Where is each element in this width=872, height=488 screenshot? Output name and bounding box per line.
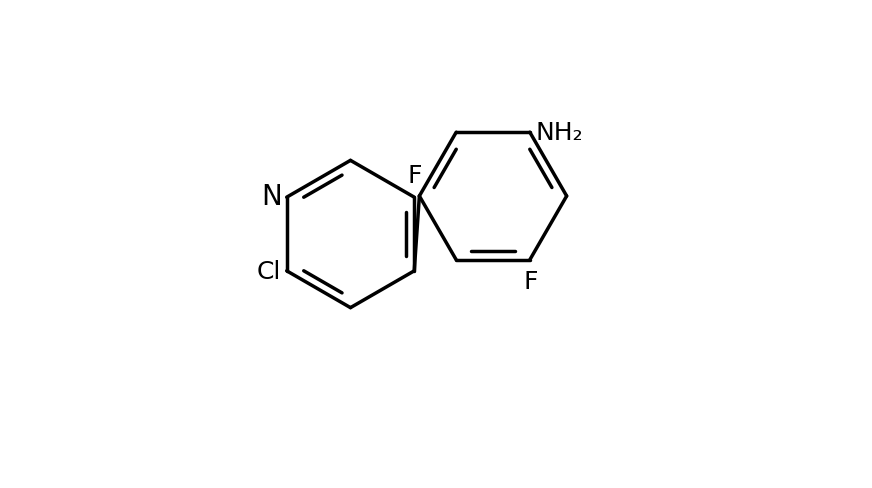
Text: Cl: Cl — [256, 259, 281, 283]
Text: F: F — [523, 270, 538, 294]
Text: NH₂: NH₂ — [535, 121, 583, 145]
Text: F: F — [408, 163, 422, 187]
Text: N: N — [262, 183, 282, 211]
